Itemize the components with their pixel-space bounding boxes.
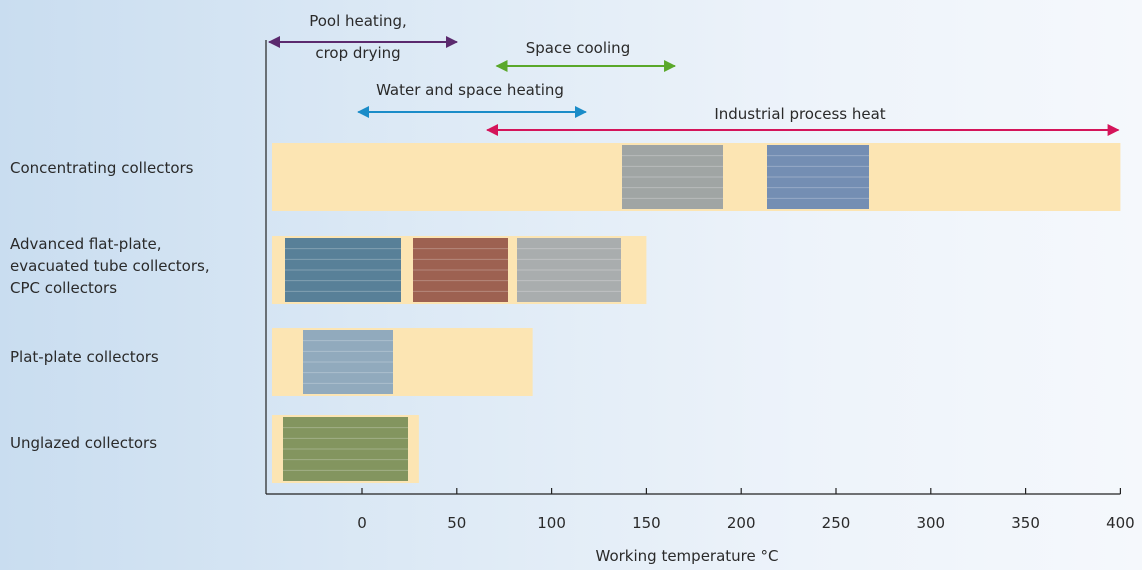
application-label: Water and space heating bbox=[376, 81, 564, 99]
bars-layer bbox=[272, 143, 1121, 483]
x-tick-label: 100 bbox=[537, 514, 566, 532]
category-label: Advanced flat-plate, evacuated tube colle… bbox=[10, 235, 210, 297]
cpc-collector-photo-icon bbox=[517, 238, 621, 302]
x-tick-label: 300 bbox=[916, 514, 945, 532]
x-tick-label: 350 bbox=[1011, 514, 1040, 532]
category-label: Plat-plate collectors bbox=[10, 348, 159, 366]
rooftop-collector-photo-icon bbox=[303, 330, 393, 394]
application-label: Space cooling bbox=[526, 39, 630, 57]
application-label: Industrial process heat bbox=[714, 105, 885, 123]
category-label: Concentrating collectors bbox=[10, 159, 194, 177]
x-tick-label: 150 bbox=[632, 514, 661, 532]
category-label: Unglazed collectors bbox=[10, 434, 157, 452]
x-tick-label: 50 bbox=[447, 514, 466, 532]
category-labels-layer: Concentrating collectors Advanced flat-pl… bbox=[10, 159, 210, 452]
x-tick-label: 200 bbox=[727, 514, 756, 532]
evacuated-tube-photo-icon bbox=[413, 238, 508, 302]
applications-layer: Pool heating, crop drying Space cooling Wat… bbox=[268, 12, 1120, 136]
x-tick-label: 0 bbox=[357, 514, 367, 532]
application-label: Pool heating, crop drying bbox=[309, 12, 407, 62]
parabolic-trough-photo-icon bbox=[622, 145, 723, 209]
x-axis-title: Working temperature °C bbox=[596, 547, 779, 565]
x-tick-label: 400 bbox=[1106, 514, 1135, 532]
unglazed-collector-photo-icon bbox=[283, 417, 408, 481]
x-tick-label: 250 bbox=[822, 514, 851, 532]
axis-layer: 0 50 100 150 200 250 300 350 400 Working temperat… bbox=[265, 40, 1135, 565]
solar-field-photo-icon bbox=[767, 145, 869, 209]
flat-plate-panel-photo-icon bbox=[285, 238, 401, 302]
